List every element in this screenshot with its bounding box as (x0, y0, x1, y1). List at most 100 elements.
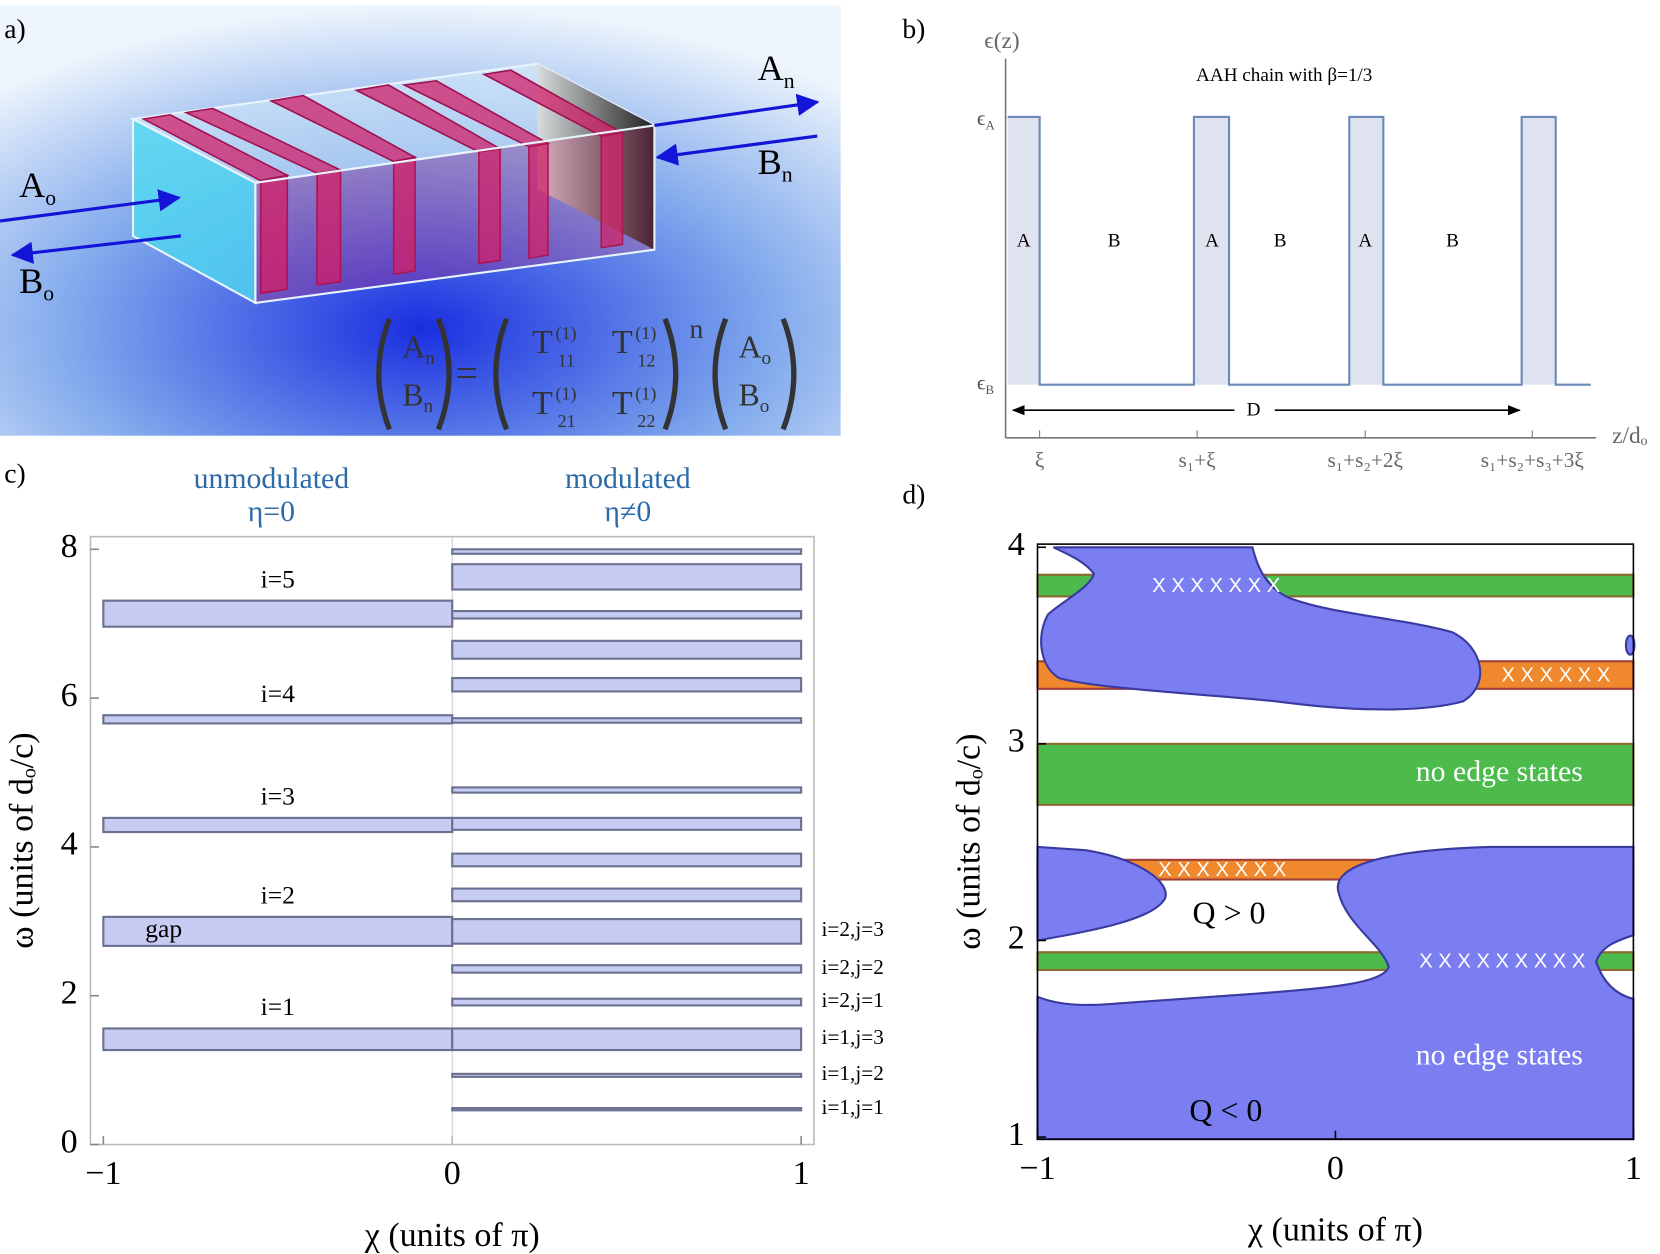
band-label: i=2,j=3 (821, 917, 883, 941)
vector-entry-sub: n (424, 396, 434, 417)
matrix-sup: (1) (555, 383, 576, 404)
band (451, 964, 803, 974)
vector-entry-main: B (738, 378, 759, 413)
vector-entry: Ao (738, 330, 771, 370)
matrix-power: n (690, 313, 704, 344)
edge-state-crossings: X X X X X X (1501, 664, 1610, 686)
matrix-sup: (1) (555, 323, 576, 344)
box-front (254, 124, 656, 305)
column-header: unmodulated (194, 462, 350, 495)
equals: = (455, 351, 478, 396)
vector-entry-main: A (402, 330, 425, 365)
x-tick-label: s₁+s₂+s₃+3ξ (1481, 448, 1584, 472)
band (102, 816, 454, 834)
input-label-main: B (19, 261, 43, 301)
x-tick-label: ξ (1035, 448, 1044, 472)
bracket (376, 317, 392, 431)
y-axis-label: ω (units of dₒ/c) (950, 734, 987, 950)
band (451, 1072, 803, 1078)
region-label: A (1358, 231, 1372, 252)
x-tick-label: 0 (444, 1155, 461, 1192)
x-tick-label: s₁+ξ (1179, 448, 1216, 472)
band (451, 717, 803, 724)
region-label: A (1017, 231, 1031, 252)
bracket (435, 317, 452, 431)
arrow-in (0, 189, 181, 223)
region-label: A (1205, 231, 1219, 252)
matrix-entry: T (612, 385, 633, 422)
bracket (662, 317, 679, 431)
band-label: i=2,j=2 (821, 955, 883, 979)
band (1036, 742, 1635, 806)
arrow-back (10, 234, 182, 264)
panel-b (1004, 58, 1597, 439)
x-tick-label: −1 (1019, 1150, 1055, 1187)
input-label: Ao (19, 165, 56, 210)
matrix-sub: 22 (637, 411, 655, 431)
profile (1007, 115, 1591, 386)
q-negative-region (1036, 546, 1636, 1141)
band-label: i=2 (261, 881, 295, 910)
level-label-sub: A (985, 118, 995, 132)
column-header: η=0 (248, 495, 295, 528)
column-header: modulated (565, 462, 691, 495)
y-tick-label: 2 (1008, 919, 1025, 956)
pulses (1007, 116, 1556, 385)
band (102, 1027, 454, 1052)
x-tick-label: −1 (85, 1155, 121, 1192)
input-label-sub: o (43, 282, 54, 306)
arrow-incoming (655, 134, 818, 166)
band-label: i=1 (261, 992, 295, 1021)
output-label-sub: n (784, 69, 795, 93)
vector-entry: Bn (402, 378, 433, 418)
y-tick-label: 0 (61, 1123, 78, 1160)
y-axis-label: ω (units of dₒ/c) (3, 732, 40, 948)
x-tick-label: 1 (793, 1155, 810, 1192)
vector-entry-main: B (402, 378, 423, 413)
band (451, 676, 803, 693)
y-tick-label: 1 (1008, 1116, 1025, 1153)
band-note: no edge states (1416, 755, 1583, 788)
band (451, 1027, 803, 1052)
vector-entry-sub: o (762, 349, 772, 370)
matrix-sub: 12 (637, 351, 655, 371)
band-label: i=1,j=3 (821, 1025, 883, 1049)
output-label-main: A (758, 49, 784, 89)
band-label: i=1,j=2 (821, 1061, 883, 1085)
level-label: ϵA (977, 106, 996, 132)
output-label-main: B (758, 142, 782, 182)
band (451, 997, 803, 1007)
band (102, 599, 454, 628)
x-tick-label: 1 (1625, 1150, 1642, 1187)
column-header: η≠0 (604, 495, 651, 528)
x-axis-label: χ (units of π) (364, 1217, 540, 1254)
matrix-sub: 11 (558, 351, 575, 371)
output-label: An (758, 49, 795, 94)
x-axis-label: χ (units of π) (1247, 1212, 1423, 1249)
level-label-main: ϵ (977, 106, 986, 130)
band (451, 786, 803, 794)
output-label-sub: n (782, 163, 793, 187)
band (102, 714, 454, 725)
matrix-entry: T (612, 324, 633, 361)
panel-d (1036, 546, 1636, 1141)
band (451, 918, 803, 945)
y-axis-label: ϵ(z) (984, 28, 1019, 54)
arrow-out (654, 93, 820, 127)
vector-entry-sub: o (760, 396, 770, 417)
q-label: Q > 0 (1193, 895, 1266, 930)
gap-label: gap (145, 914, 182, 943)
vector-entry-sub: n (425, 349, 435, 370)
input-label: Bo (19, 261, 54, 306)
y-tick-label: 8 (61, 528, 78, 565)
q-label: Q < 0 (1189, 1093, 1262, 1128)
band (451, 639, 803, 660)
matrix-sup: (1) (635, 323, 656, 344)
band (451, 610, 803, 620)
vector-entry: An (402, 330, 435, 370)
band-label: i=4 (261, 679, 296, 708)
x-ticks (1039, 430, 1533, 438)
edge-state-crossings: X X X X X X X (1158, 859, 1287, 881)
x-axis-label: z/dₒ (1612, 423, 1648, 449)
output-label: Bn (758, 142, 793, 187)
